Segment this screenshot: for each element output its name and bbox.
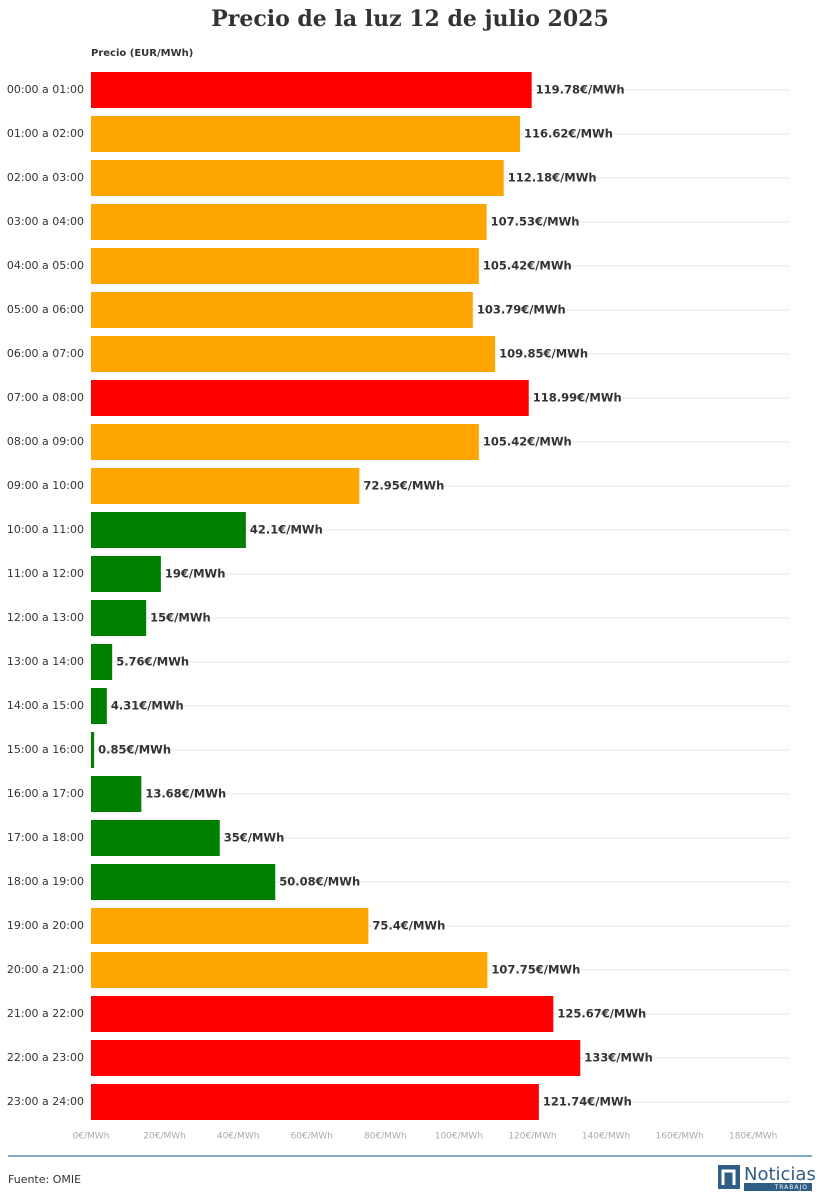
y-tick-label: 10:00 a 11:00	[7, 523, 84, 536]
value-label: 75.4€/MWh	[372, 919, 445, 933]
bar	[91, 1084, 539, 1120]
y-tick-label: 03:00 a 04:00	[7, 215, 84, 228]
y-tick-label: 11:00 a 12:00	[7, 567, 84, 580]
y-tick-label: 18:00 a 19:00	[7, 875, 84, 888]
bar	[91, 908, 369, 944]
bar	[91, 160, 504, 196]
value-label: 107.53€/MWh	[491, 215, 580, 229]
bar	[91, 292, 473, 328]
logo-band	[744, 1183, 812, 1191]
value-label: 4.31€/MWh	[111, 699, 184, 713]
bar	[91, 820, 220, 856]
y-tick-label: 09:00 a 10:00	[7, 479, 84, 492]
x-tick-label: 140€/MWh	[582, 1132, 630, 1142]
y-tick-label: 02:00 a 03:00	[7, 171, 84, 184]
bar	[91, 996, 554, 1032]
value-label: 107.75€/MWh	[491, 963, 580, 977]
value-label: 125.67€/MWh	[557, 1007, 646, 1021]
x-tick-label: 160€/MWh	[655, 1132, 703, 1142]
bar	[91, 380, 529, 416]
x-tick-label: 80€/MWh	[364, 1132, 407, 1142]
y-tick-label: 07:00 a 08:00	[7, 391, 84, 404]
bar	[91, 1040, 581, 1076]
bar	[91, 512, 246, 548]
value-label: 109.85€/MWh	[499, 347, 588, 361]
y-tick-label: 22:00 a 23:00	[7, 1051, 84, 1064]
y-tick-label: 12:00 a 13:00	[7, 611, 84, 624]
y-tick-label: 04:00 a 05:00	[7, 259, 84, 272]
value-label: 112.18€/MWh	[508, 171, 597, 185]
y-tick-label: 08:00 a 09:00	[7, 435, 84, 448]
x-tick-label: 100€/MWh	[435, 1132, 483, 1142]
value-label: 5.76€/MWh	[116, 655, 189, 669]
x-tick-label: 180€/MWh	[729, 1132, 777, 1142]
value-label: 121.74€/MWh	[543, 1095, 632, 1109]
bar	[91, 952, 488, 988]
value-label: 13.68€/MWh	[145, 787, 226, 801]
x-tick-label: 40€/MWh	[217, 1132, 260, 1142]
y-tick-label: 06:00 a 07:00	[7, 347, 84, 360]
bar	[91, 732, 95, 768]
source: Fuente: OMIE	[8, 1173, 81, 1186]
y-tick-label: 15:00 a 16:00	[7, 743, 84, 756]
logo-glyph	[721, 1169, 736, 1185]
value-label: 35€/MWh	[224, 831, 285, 845]
y-tick-label: 20:00 a 21:00	[7, 963, 84, 976]
value-label: 50.08€/MWh	[279, 875, 360, 889]
value-label: 119.78€/MWh	[536, 83, 625, 97]
x-tick-label: 60€/MWh	[290, 1132, 333, 1142]
y-tick-label: 23:00 a 24:00	[7, 1095, 84, 1108]
value-label: 0.85€/MWh	[98, 743, 171, 757]
value-label: 133€/MWh	[584, 1051, 653, 1065]
bar	[91, 204, 487, 240]
value-label: 116.62€/MWh	[524, 127, 613, 141]
value-label: 118.99€/MWh	[533, 391, 622, 405]
y-tick-label: 13:00 a 14:00	[7, 655, 84, 668]
logo-sub: TRABAJO	[774, 1184, 808, 1191]
bar	[91, 644, 113, 680]
logo-icon	[718, 1165, 740, 1189]
y-tick-label: 17:00 a 18:00	[7, 831, 84, 844]
bar	[91, 248, 479, 284]
bar	[91, 864, 276, 900]
x-tick-label: 120€/MWh	[508, 1132, 556, 1142]
chart-title: Precio de la luz 12 de julio 2025	[211, 6, 609, 32]
bar	[91, 116, 521, 152]
bar	[91, 424, 479, 460]
x-tick-label: 20€/MWh	[143, 1132, 186, 1142]
x-tick-label: 0€/MWh	[73, 1132, 110, 1142]
y-tick-label: 19:00 a 20:00	[7, 919, 84, 932]
bar	[91, 600, 147, 636]
value-label: 103.79€/MWh	[477, 303, 566, 317]
y-tick-label: 16:00 a 17:00	[7, 787, 84, 800]
y-tick-label: 05:00 a 06:00	[7, 303, 84, 316]
bar	[91, 72, 532, 108]
value-label: 105.42€/MWh	[483, 259, 572, 273]
y-tick-label: 14:00 a 15:00	[7, 699, 84, 712]
y-tick-label: 21:00 a 22:00	[7, 1007, 84, 1020]
bar	[91, 776, 142, 812]
logo-name: Noticias	[744, 1164, 816, 1185]
bar	[91, 688, 107, 724]
bar	[91, 468, 360, 504]
value-label: 15€/MWh	[150, 611, 211, 625]
axis-label: Precio (EUR/MWh)	[91, 48, 193, 59]
y-tick-label: 01:00 a 02:00	[7, 127, 84, 140]
value-label: 72.95€/MWh	[363, 479, 444, 493]
y-tick-label: 00:00 a 01:00	[7, 83, 84, 96]
value-label: 105.42€/MWh	[483, 435, 572, 449]
value-label: 42.1€/MWh	[250, 523, 323, 537]
bar	[91, 556, 161, 592]
value-label: 19€/MWh	[165, 567, 226, 581]
bar	[91, 336, 496, 372]
